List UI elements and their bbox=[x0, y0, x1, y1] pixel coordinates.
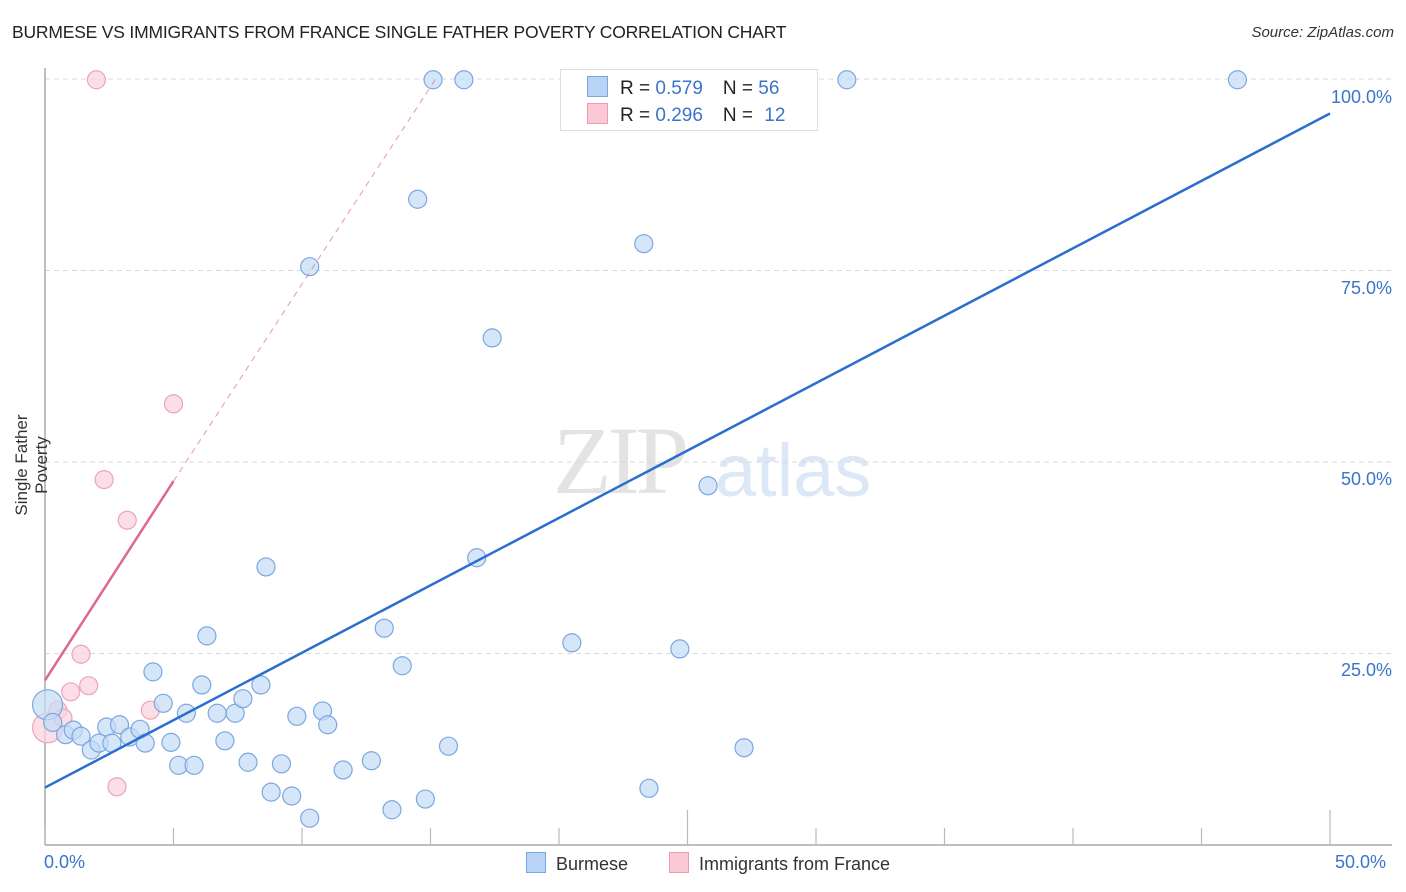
france-data-point bbox=[79, 676, 99, 696]
burmese-data-point bbox=[282, 786, 302, 806]
burmese-data-point bbox=[287, 706, 307, 726]
france-data-point bbox=[107, 777, 127, 797]
r-value: 0.296 bbox=[655, 105, 703, 126]
france-swatch-icon bbox=[669, 852, 689, 873]
burmese-data-point bbox=[415, 789, 435, 809]
source-label: Source: ZipAtlas.com bbox=[1251, 24, 1394, 41]
legend-label: Burmese bbox=[556, 854, 629, 874]
burmese-data-point bbox=[698, 476, 718, 496]
chart-title: BURMESE VS IMMIGRANTS FROM FRANCE SINGLE… bbox=[12, 22, 787, 42]
y-tick-75: 75.0% bbox=[1340, 278, 1392, 298]
y-tick-100: 100.0% bbox=[1330, 87, 1392, 107]
burmese-data-point bbox=[670, 639, 690, 659]
burmese-data-point bbox=[261, 782, 281, 802]
r-value: 0.579 bbox=[655, 78, 703, 99]
burmese-points bbox=[31, 70, 1248, 828]
france-swatch-icon bbox=[587, 103, 608, 124]
burmese-data-point bbox=[392, 656, 412, 676]
burmese-data-point bbox=[192, 675, 212, 695]
burmese-data-point bbox=[837, 70, 857, 90]
legend-row-burmese: R = 0.579 N = 56 bbox=[587, 76, 780, 99]
burmese-data-point bbox=[300, 257, 320, 277]
burmese-data-point bbox=[1227, 70, 1248, 90]
legend-row-france: R = 0.296 N = 12 bbox=[587, 103, 786, 126]
burmese-data-point bbox=[135, 733, 155, 753]
burmese-data-point bbox=[318, 715, 338, 735]
burmese-trendline bbox=[44, 112, 1331, 789]
r-label: R = bbox=[620, 105, 656, 126]
legend-item-burmese[interactable]: Burmese bbox=[526, 852, 628, 875]
burmese-data-point bbox=[634, 234, 654, 254]
france-data-point bbox=[94, 470, 114, 490]
france-data-point bbox=[61, 682, 81, 702]
burmese-data-point bbox=[408, 189, 428, 209]
burmese-data-point bbox=[143, 662, 163, 682]
legend-item-france[interactable]: Immigrants from France bbox=[669, 852, 890, 875]
n-value: 56 bbox=[758, 78, 780, 99]
burmese-data-point bbox=[734, 738, 754, 758]
france-data-point bbox=[117, 510, 137, 530]
burmese-data-point bbox=[43, 712, 63, 733]
n-label: N = bbox=[722, 78, 759, 99]
burmese-data-point bbox=[238, 752, 258, 772]
burmese-data-point bbox=[215, 731, 235, 751]
y-tick-50: 50.0% bbox=[1340, 469, 1392, 489]
burmese-data-point bbox=[251, 675, 271, 695]
burmese-data-point bbox=[161, 732, 181, 752]
burmese-data-point bbox=[382, 800, 402, 820]
burmese-data-point bbox=[153, 693, 173, 713]
x-tick-max: 50.0% bbox=[1335, 852, 1387, 872]
burmese-data-point bbox=[207, 703, 227, 723]
trendlines bbox=[43, 78, 1331, 789]
france-trendline bbox=[43, 480, 175, 681]
france-data-point bbox=[71, 644, 91, 664]
burmese-swatch-icon bbox=[526, 852, 546, 873]
france-trendline-extension bbox=[173, 78, 437, 482]
burmese-data-point bbox=[233, 689, 253, 709]
burmese-data-point bbox=[184, 755, 204, 775]
burmese-data-point bbox=[639, 778, 659, 798]
burmese-data-point bbox=[482, 328, 502, 348]
x-tick-min: 0.0% bbox=[44, 852, 86, 872]
r-label: R = bbox=[620, 78, 656, 99]
y-tick-25: 25.0% bbox=[1340, 660, 1392, 680]
burmese-data-point bbox=[438, 736, 459, 756]
france-points bbox=[31, 70, 184, 797]
burmese-data-point bbox=[454, 70, 474, 90]
legend: R = 0.579 N = 56 R = 0.296 N = 12 bbox=[560, 69, 818, 131]
n-value: 12 bbox=[764, 105, 786, 126]
gridlines bbox=[45, 78, 1392, 654]
burmese-data-point bbox=[333, 760, 353, 780]
burmese-data-point bbox=[109, 715, 130, 735]
burmese-data-point bbox=[256, 557, 276, 577]
france-data-point bbox=[86, 70, 107, 90]
burmese-swatch-icon bbox=[587, 76, 608, 97]
legend-label: Immigrants from France bbox=[699, 854, 891, 874]
burmese-data-point bbox=[562, 633, 582, 653]
burmese-data-point bbox=[361, 751, 381, 771]
y-axis-label: Single Father Poverty bbox=[12, 414, 51, 516]
burmese-data-point bbox=[71, 726, 91, 746]
watermark-atlas: atlas bbox=[715, 429, 872, 512]
france-data-point bbox=[163, 394, 184, 414]
n-label: N = bbox=[722, 105, 759, 126]
burmese-data-point bbox=[197, 626, 217, 646]
burmese-data-point bbox=[374, 618, 394, 638]
burmese-data-point bbox=[300, 808, 320, 828]
burmese-data-point bbox=[271, 754, 292, 774]
burmese-data-point bbox=[423, 70, 443, 90]
axes bbox=[44, 68, 1392, 846]
